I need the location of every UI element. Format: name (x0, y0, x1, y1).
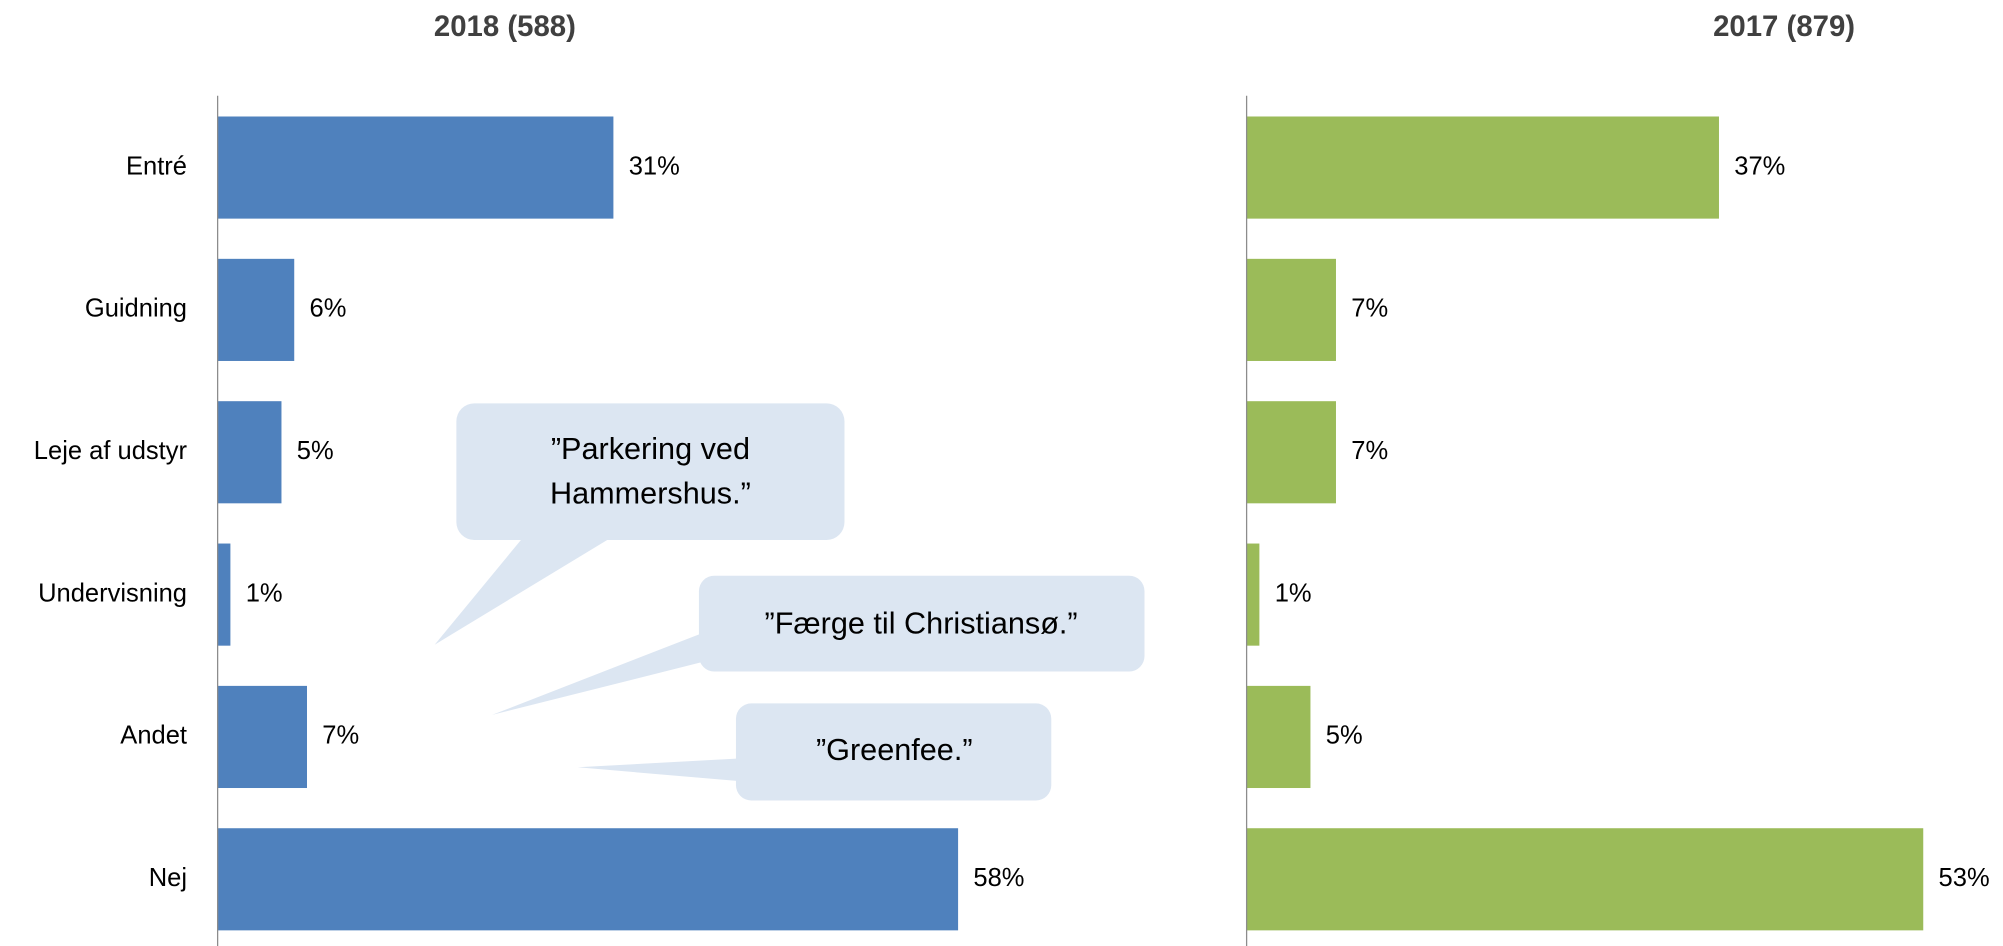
bar (1246, 401, 1336, 504)
callout-tail (577, 758, 742, 782)
bar (1246, 828, 1924, 931)
bar (1246, 543, 1260, 646)
data-label: 1% (1275, 579, 1312, 607)
bar (1246, 685, 1311, 789)
data-label: 58% (973, 864, 1024, 892)
y-tick-label: Andet (120, 722, 187, 750)
callout-text: ”Greenfee.” (816, 733, 973, 767)
chart-title: 2018 (588) (434, 10, 576, 43)
data-label: 6% (310, 295, 347, 323)
callout-text: ”Parkering ved (551, 432, 750, 466)
callout-text: Hammershus.” (550, 476, 751, 510)
chart-title: 2017 (879) (1713, 10, 1855, 43)
y-tick-label: Leje af udstyr (34, 437, 188, 465)
data-label: 31% (629, 152, 680, 180)
bar (217, 543, 231, 646)
bar (1246, 116, 1719, 219)
callout-box (456, 403, 845, 541)
y-tick-label: Nej (149, 864, 187, 892)
callout-text: ”Færge til Christiansø.” (765, 607, 1078, 641)
data-label: 5% (297, 437, 334, 465)
data-label: 7% (1351, 437, 1388, 465)
y-tick-label: Guidning (85, 295, 187, 323)
bar (217, 828, 959, 931)
bar (217, 401, 282, 504)
y-tick-label: Entré (126, 152, 187, 180)
data-label: 53% (1939, 864, 1990, 892)
callouts (434, 403, 1145, 801)
bar (1246, 258, 1336, 361)
data-label: 7% (1351, 295, 1388, 323)
callout-tail (492, 631, 706, 715)
bar (217, 116, 614, 219)
bar (217, 685, 308, 789)
data-label: 37% (1734, 152, 1785, 180)
bar (217, 258, 295, 361)
data-label: 5% (1326, 722, 1363, 750)
callout-tail (434, 536, 614, 645)
y-tick-label: Undervisning (38, 579, 187, 607)
data-label: 1% (246, 579, 283, 607)
callout-box (698, 575, 1145, 672)
data-label: 7% (322, 722, 359, 750)
callout-box (735, 703, 1052, 801)
